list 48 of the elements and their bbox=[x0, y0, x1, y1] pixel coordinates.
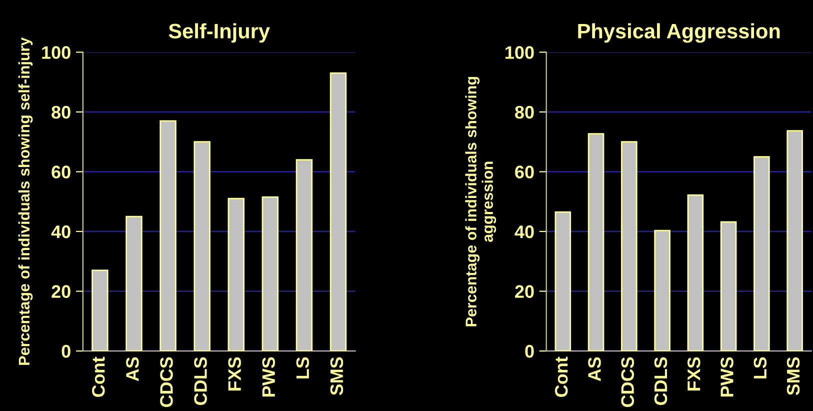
bar bbox=[228, 198, 244, 351]
x-tick-label: Cont bbox=[554, 356, 568, 397]
bar bbox=[687, 194, 704, 351]
bar bbox=[554, 211, 572, 351]
y-tick-label: 80 bbox=[515, 106, 534, 119]
y-tick-label: 80 bbox=[52, 106, 70, 119]
x-tick-label: CDLS bbox=[654, 357, 668, 405]
y-tick-label: 100 bbox=[42, 46, 70, 59]
bar bbox=[754, 156, 770, 351]
bar bbox=[654, 230, 670, 351]
x-tick-label: AS bbox=[588, 357, 601, 382]
x-tick-label: PWS bbox=[720, 357, 734, 396]
x-tick-label: SMS bbox=[330, 357, 344, 396]
x-tick-label: FXS bbox=[228, 357, 241, 390]
bar bbox=[126, 216, 142, 351]
x-tick-label: CDLS bbox=[194, 357, 207, 405]
chart-title: Physical Aggression bbox=[578, 23, 780, 43]
y-tick-label: 100 bbox=[506, 46, 534, 59]
bar bbox=[262, 196, 279, 351]
chart-title: Self-Injury bbox=[168, 23, 270, 43]
bar bbox=[330, 72, 347, 351]
bar bbox=[296, 159, 313, 351]
x-tick-label: CDCS bbox=[621, 357, 634, 407]
x-tick-label: LS bbox=[296, 357, 310, 378]
bar bbox=[720, 221, 737, 351]
x-tick-label: CDCS bbox=[160, 357, 173, 407]
x-tick-label: Cont bbox=[92, 356, 105, 397]
y-axis-title: Percentage of individuals showing aggression bbox=[465, 76, 496, 326]
y-tick-label: 20 bbox=[515, 285, 534, 298]
y-tick-label: 0 bbox=[525, 344, 534, 358]
bar bbox=[194, 141, 210, 351]
y-tick-label: 20 bbox=[52, 285, 70, 298]
x-tick-label: AS bbox=[126, 357, 139, 382]
x-tick-label: SMS bbox=[786, 357, 800, 396]
x-tick-label: PWS bbox=[262, 357, 276, 396]
y-tick-label: 40 bbox=[514, 225, 534, 238]
y-tick-label: 60 bbox=[52, 166, 70, 178]
bar bbox=[786, 130, 803, 351]
bar bbox=[160, 120, 176, 351]
y-tick-label: 40 bbox=[51, 225, 70, 238]
bar bbox=[588, 133, 604, 351]
x-tick-label: LS bbox=[754, 357, 767, 378]
y-tick-label: 0 bbox=[62, 344, 70, 358]
y-axis-title: Percentage of individuals showing self-injury bbox=[18, 37, 33, 365]
bar bbox=[92, 270, 108, 351]
y-tick-label: 60 bbox=[515, 166, 534, 178]
bar bbox=[621, 141, 638, 351]
x-tick-label: FXS bbox=[687, 357, 700, 390]
